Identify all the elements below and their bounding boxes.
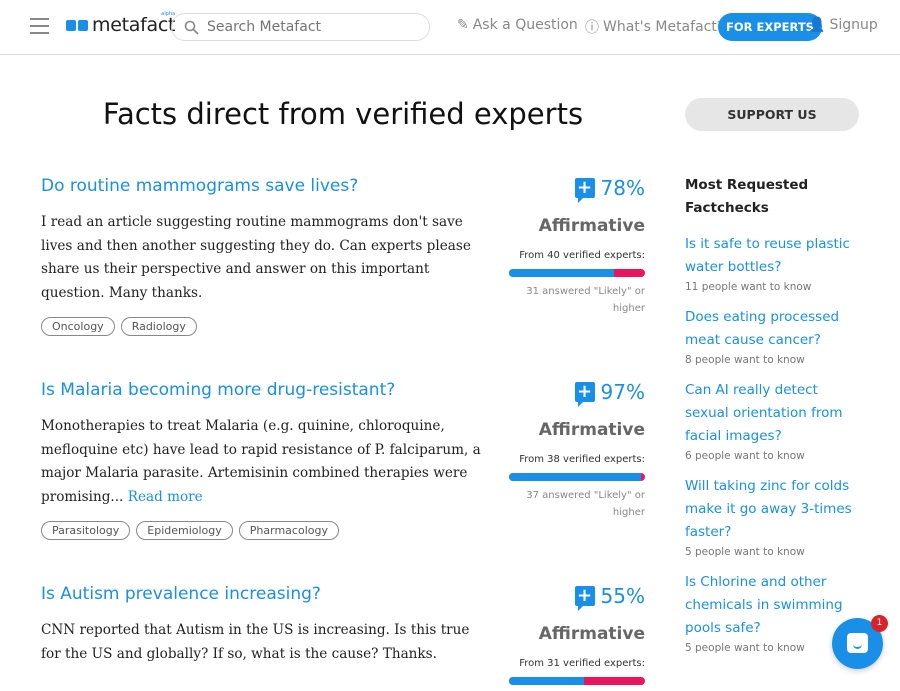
verdict-percent: 55% [600,584,645,608]
request-count: 6 people want to know [685,450,805,462]
question-body: I read an article suggesting routine mam… [41,214,471,301]
chat-icon [847,633,868,653]
expert-count: From 31 verified experts: [519,658,645,669]
search-box[interactable] [171,13,430,41]
chat-button[interactable]: 1 [832,615,888,669]
question-body: Monotherapies to treat Malaria (e.g. qui… [41,418,481,505]
question-item: Is Malaria becoming more drug-resistant?… [41,380,491,540]
search-icon [184,20,199,35]
requested-question-link[interactable]: Is it safe to reuse plastic water bottle… [685,236,850,275]
question-title[interactable]: Is Malaria becoming more drug-resistant? [41,380,396,400]
requested-item: Can AI really detect sexual orientation … [685,379,860,462]
verdict-caption: 31 answered "Likely" or higher [526,286,645,314]
question-title[interactable]: Do routine mammograms save lives? [41,176,359,196]
sidebar-title: Most Requested Factchecks [685,177,809,216]
tag-list: Oncology Radiology [41,317,491,336]
verdict-panel: +97% Affirmative From 38 verified expert… [505,380,645,521]
search-input[interactable] [207,19,407,35]
signup-link[interactable]: 👤 Signup [808,17,878,33]
add-user-icon: 👤 [808,17,826,33]
verdict-percent: 97% [600,380,645,404]
question-body: CNN reported that Autism in the US is in… [41,622,470,662]
tag[interactable]: Radiology [120,317,197,336]
requested-item: Is Chlorine and other chemicals in swimm… [685,571,860,654]
edit-icon: ✎ [457,17,469,33]
tag-list: Parasitology Epidemiology Pharmacology [41,521,491,540]
requested-question-link[interactable]: Is Chlorine and other chemicals in swimm… [685,574,843,636]
plus-icon: + [574,382,595,407]
requested-question-link[interactable]: Will taking zinc for colds make it go aw… [685,478,852,540]
verdict-label: Affirmative [538,216,645,236]
verdict-bar [509,677,645,685]
question-item: Do routine mammograms save lives? I read… [41,176,491,336]
verdict-bar [509,473,645,481]
verdict-percent: 78% [600,176,645,200]
requested-item: Will taking zinc for colds make it go aw… [685,475,860,558]
verdict-label: Affirmative [538,420,645,440]
logo[interactable]: metafact alpha [66,11,175,36]
requested-question-link[interactable]: Can AI really detect sexual orientation … [685,382,843,444]
tag[interactable]: Parasitology [41,521,131,540]
verdict-bar [509,269,645,277]
question-item: Is Autism prevalence increasing? CNN rep… [41,584,491,666]
tag[interactable]: Epidemiology [136,521,233,540]
read-more-link[interactable]: Read more [127,488,203,505]
menu-icon[interactable] [30,18,49,34]
plus-icon: + [574,178,595,203]
expert-count: From 40 verified experts: [519,250,645,261]
verdict-label: Affirmative [538,624,645,644]
support-us-button[interactable]: SUPPORT US [685,98,859,131]
question-title[interactable]: Is Autism prevalence increasing? [41,584,321,604]
request-count: 5 people want to know [685,546,805,558]
verdict-caption: 37 answered "Likely" or higher [526,490,645,518]
most-requested-sidebar: Most Requested Factchecks Is it safe to … [685,174,860,654]
tag[interactable]: Pharmacology [238,521,339,540]
requested-item: Is it safe to reuse plastic water bottle… [685,233,860,293]
requested-item: Does eating processed meat cause cancer?… [685,306,860,366]
expert-count: From 38 verified experts: [519,454,645,465]
plus-icon: + [574,586,595,611]
request-count: 8 people want to know [685,354,805,366]
requested-question-link[interactable]: Does eating processed meat cause cancer? [685,309,840,348]
ask-question-link[interactable]: ✎ Ask a Question [457,17,578,33]
for-experts-button[interactable]: FOR EXPERTS [718,13,822,41]
request-count: 5 people want to know [685,642,805,654]
help-icon: ⓘ [585,20,599,36]
notification-badge: 1 [871,615,888,632]
verdict-panel: +78% Affirmative From 40 verified expert… [505,176,645,317]
request-count: 11 people want to know [685,281,812,293]
whats-metafact-link[interactable]: ⓘ What's Metafact? [585,19,725,36]
tag[interactable]: Oncology [41,317,115,336]
page-title: Facts direct from verified experts [102,97,584,131]
